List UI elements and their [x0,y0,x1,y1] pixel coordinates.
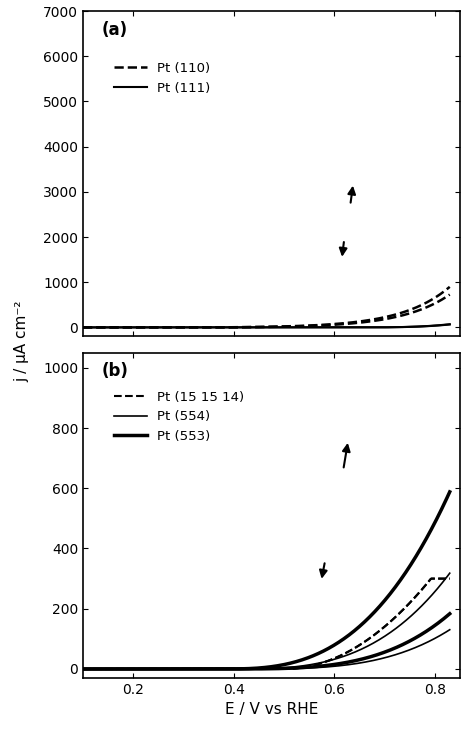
Legend: Pt (15 15 14), Pt (554), Pt (553): Pt (15 15 14), Pt (554), Pt (553) [109,385,250,448]
Pt (111) [279,323,284,332]
Line: Pt (111): Pt (111) [83,325,450,328]
Pt (111) [438,321,444,330]
Pt (554) [255,665,260,674]
Pt (553) [447,488,453,496]
Pt (553) [255,664,260,673]
Pt (554) [279,663,284,672]
Pt (111) [447,320,453,329]
Pt (15 15 14) [447,574,453,583]
Pt (111) [381,323,386,332]
Pt (553) [381,597,386,606]
Pt (554) [299,662,304,671]
Pt (15 15 14) [279,665,284,674]
Pt (111) [299,323,304,332]
Text: j / μA cm⁻²: j / μA cm⁻² [14,300,29,382]
Pt (554) [256,665,262,674]
Pt (110) [80,323,86,332]
Pt (553) [438,506,444,515]
Pt (110) [381,315,386,324]
Pt (111) [256,323,262,332]
Pt (554) [438,580,444,589]
Pt (110) [299,322,304,330]
Pt (554) [447,569,453,578]
Pt (553) [80,665,86,674]
Line: Pt (554): Pt (554) [83,574,450,669]
Line: Pt (15 15 14): Pt (15 15 14) [83,579,450,669]
Pt (15 15 14) [299,663,304,672]
Pt (553) [299,656,304,665]
Pt (553) [256,663,262,672]
Pt (110) [438,296,444,305]
Pt (110) [447,290,453,299]
Legend: Pt (110), Pt (111): Pt (110), Pt (111) [109,57,216,100]
Pt (110) [255,322,260,331]
Pt (15 15 14) [381,623,386,632]
Pt (554) [381,633,386,642]
Pt (15 15 14) [439,574,445,583]
X-axis label: E / V vs RHE: E / V vs RHE [225,702,318,717]
Pt (15 15 14) [80,665,86,674]
Line: Pt (553): Pt (553) [83,492,450,669]
Pt (15 15 14) [428,574,434,583]
Pt (111) [80,323,86,332]
Pt (111) [255,323,260,332]
Line: Pt (110): Pt (110) [83,295,450,328]
Pt (15 15 14) [255,665,260,674]
Pt (15 15 14) [256,665,262,674]
Pt (110) [256,322,262,331]
Pt (553) [279,661,284,670]
Pt (110) [279,322,284,331]
Text: (b): (b) [102,362,128,380]
Pt (554) [80,665,86,674]
Text: (a): (a) [102,21,128,39]
